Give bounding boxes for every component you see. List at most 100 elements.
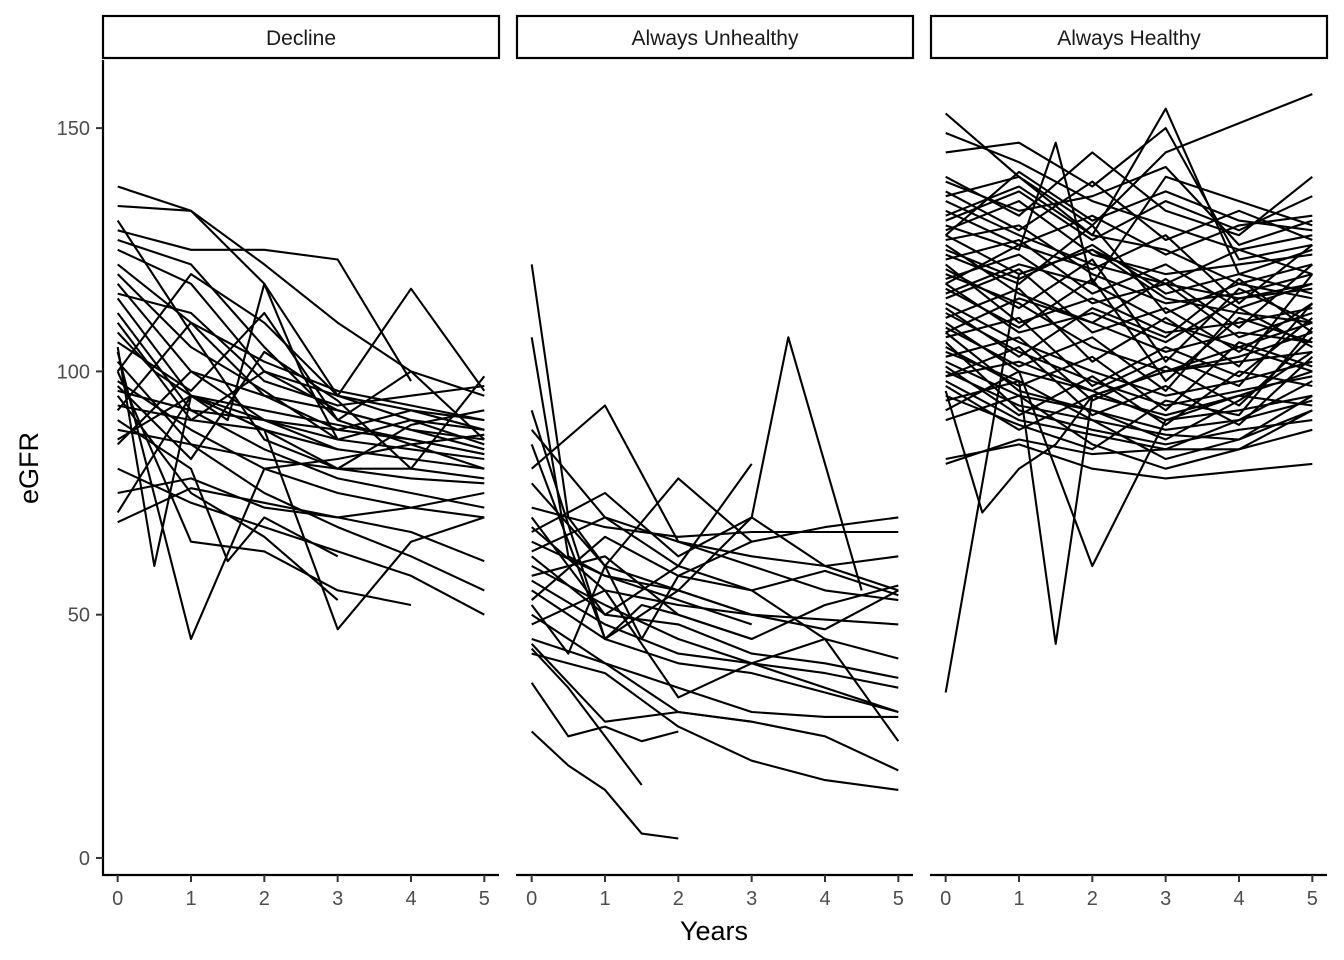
series-line	[531, 579, 899, 689]
series-line	[116, 370, 412, 607]
x-tick-label: 2	[259, 888, 270, 910]
series-line	[117, 419, 339, 563]
series-line	[531, 506, 899, 538]
series-line	[944, 248, 1313, 693]
series-line	[531, 535, 899, 601]
series-line	[945, 385, 1313, 431]
x-tick-label: 5	[1307, 888, 1318, 910]
series-line	[945, 273, 1313, 373]
series-line	[945, 346, 1314, 426]
series-line	[945, 263, 1313, 334]
series-line	[116, 220, 485, 470]
series-line	[117, 204, 485, 397]
series-line	[116, 297, 485, 485]
series-line	[945, 443, 1313, 480]
series-line	[945, 273, 1314, 368]
series-line	[117, 428, 485, 480]
facet-strip	[101, 14, 501, 60]
x-tick-label: 0	[112, 888, 123, 910]
series-line	[945, 200, 1313, 285]
series-line	[116, 394, 485, 514]
x-tick-label: 4	[1233, 888, 1244, 910]
series-line	[530, 730, 679, 840]
series-line	[531, 540, 899, 631]
series-line	[116, 283, 485, 470]
x-tick-label: 1	[185, 888, 196, 910]
facet-strip-label: Always Healthy	[1057, 27, 1201, 50]
x-tick-label: 0	[940, 888, 951, 910]
series-line	[117, 380, 485, 519]
series-line	[945, 331, 1313, 431]
series-line	[945, 268, 1313, 353]
series-line	[117, 389, 485, 431]
series-line	[945, 127, 1313, 261]
facets-layer: Decline 0 1 2 3 4 5 Always Unhealthy 0 1 2 3 4 5 Alway…	[101, 14, 1329, 910]
x-tick-label: 1	[599, 888, 610, 910]
series-line	[117, 311, 486, 441]
series-line	[945, 409, 1313, 465]
series-line	[531, 652, 899, 791]
x-tick-label: 2	[1087, 888, 1098, 910]
series-line	[945, 238, 1313, 310]
x-tick-label: 3	[746, 888, 757, 910]
series-line	[531, 555, 899, 679]
series-line	[116, 282, 339, 440]
series-line	[530, 647, 643, 786]
series-line	[945, 350, 1313, 441]
x-tick-label: 4	[819, 888, 830, 910]
series-line	[945, 302, 1314, 392]
x-tick-label: 5	[893, 888, 904, 910]
series-line	[945, 107, 1313, 276]
series-group	[530, 264, 900, 840]
series-line	[945, 326, 1314, 451]
series-line	[531, 589, 899, 699]
facet-strip	[515, 14, 915, 60]
facet-panel: Decline 0 1 2 3 4 5	[101, 14, 501, 910]
series-line	[945, 180, 1313, 242]
series-line	[945, 336, 1314, 407]
series-line	[530, 477, 899, 568]
series-line	[117, 185, 485, 446]
series-line	[945, 253, 1313, 339]
series-line	[531, 516, 900, 742]
series-line	[117, 394, 485, 461]
y-tick-label: 150	[57, 118, 90, 140]
series-line	[117, 248, 485, 451]
facet-strip	[929, 14, 1329, 60]
series-group	[116, 185, 486, 641]
series-line	[530, 336, 863, 641]
x-tick-label: 1	[1013, 888, 1024, 910]
series-line	[945, 112, 1313, 300]
series-line	[530, 682, 679, 743]
y-axis-title: eGFR	[14, 432, 44, 504]
x-tick-label: 0	[526, 888, 537, 910]
series-line	[116, 273, 485, 431]
series-group	[944, 93, 1314, 693]
x-tick-label: 2	[673, 888, 684, 910]
x-tick-label: 5	[479, 888, 490, 910]
series-line	[945, 165, 1313, 246]
y-tick-label: 50	[68, 605, 90, 627]
series-line	[945, 170, 1313, 236]
series-line	[531, 491, 899, 568]
x-tick-label: 3	[1160, 888, 1171, 910]
series-line	[945, 234, 1313, 305]
series-line	[531, 589, 899, 714]
series-line	[531, 555, 899, 641]
facet-strip-label: Decline	[266, 27, 336, 50]
series-line	[116, 350, 486, 470]
series-line	[531, 404, 899, 592]
x-tick-label: 3	[332, 888, 343, 910]
series-line	[117, 477, 485, 563]
x-axis-title: Years	[680, 916, 748, 946]
series-line	[945, 307, 1313, 392]
series-line	[945, 190, 1313, 242]
facet-strip-label: Always Unhealthy	[632, 27, 799, 50]
series-line	[945, 316, 1313, 388]
series-line	[117, 229, 412, 382]
series-line	[531, 613, 899, 718]
series-line	[531, 565, 899, 713]
y-axis: 0 50 100 150	[57, 60, 105, 876]
series-line	[944, 321, 1313, 514]
